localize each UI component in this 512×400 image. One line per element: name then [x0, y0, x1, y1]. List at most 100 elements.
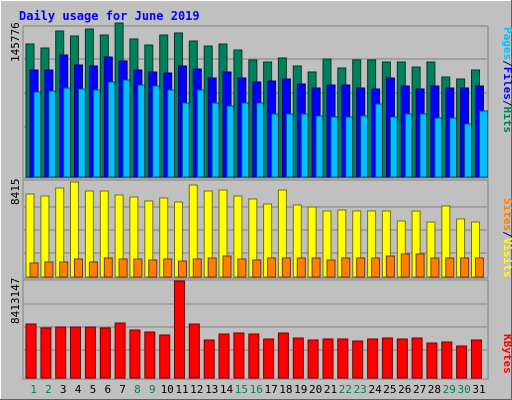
bar-kbytes-day-31 [471, 339, 482, 379]
bar-sites-day-11 [178, 260, 187, 278]
day-label-31: 31 [472, 383, 485, 396]
bar-kbytes-day-25 [381, 337, 393, 379]
day-label-6: 6 [104, 383, 111, 396]
bar-sites-day-20 [311, 257, 321, 278]
panel-bottom: 8413147 KBytes [9, 278, 512, 380]
bar-kbytes-day-28 [426, 342, 438, 379]
bar-sites-day-14 [222, 255, 232, 278]
day-label-12: 12 [190, 383, 203, 396]
bar-sites-day-15 [237, 258, 247, 278]
bar-sites-day-5 [88, 261, 98, 278]
day-label-3: 3 [60, 383, 67, 396]
bar-sites-day-19 [296, 257, 306, 278]
bar-sites-day-8 [133, 258, 143, 278]
bar-kbytes-day-19 [292, 337, 304, 379]
legend-visits: Visits [501, 238, 512, 278]
bar-kbytes-day-11 [174, 280, 185, 379]
legend-files: Files [501, 67, 512, 100]
day-label-28: 28 [428, 383, 441, 396]
bar-sites-day-9 [148, 259, 158, 278]
bar-sites-day-6 [103, 257, 113, 278]
day-label-30: 30 [457, 383, 470, 396]
bar-kbytes-day-14 [218, 333, 230, 379]
day-label-11: 11 [175, 383, 188, 396]
bar-kbytes-day-20 [307, 339, 319, 379]
panel-middle-max-label: 8415 [9, 179, 22, 206]
bar-pages-day-31 [479, 110, 488, 178]
legend-separator: / [501, 100, 512, 107]
day-label-2: 2 [45, 383, 52, 396]
bar-sites-day-13 [207, 257, 217, 278]
day-label-10: 10 [161, 383, 174, 396]
bar-kbytes-day-12 [188, 323, 200, 379]
bar-kbytes-day-16 [248, 333, 260, 379]
bar-kbytes-day-4 [70, 326, 81, 379]
day-label-1: 1 [30, 383, 37, 396]
legend-separator: / [501, 60, 512, 67]
bar-kbytes-day-9 [144, 331, 156, 379]
day-label-14: 14 [220, 383, 234, 396]
bar-kbytes-day-22 [337, 338, 349, 379]
day-label-20: 20 [309, 383, 322, 396]
day-label-21: 21 [324, 383, 337, 396]
day-label-5: 5 [90, 383, 97, 396]
panel-top-max-label: 145776 [9, 22, 22, 62]
bar-sites-day-21 [326, 259, 336, 278]
panel-bottom-max-label: 8413147 [9, 278, 22, 324]
bar-sites-day-1 [29, 262, 39, 278]
day-label-13: 13 [205, 383, 218, 396]
bar-kbytes-day-6 [99, 327, 111, 379]
day-label-25: 25 [383, 383, 396, 396]
bar-kbytes-day-27 [411, 337, 423, 379]
bar-sites-day-18 [281, 257, 291, 278]
day-label-16: 16 [250, 383, 263, 396]
day-label-27: 27 [413, 383, 426, 396]
chart-title: Daily usage for June 2019 [19, 9, 200, 23]
panel-top-bars [25, 22, 488, 178]
bar-kbytes-day-24 [367, 338, 379, 379]
bar-kbytes-day-30 [456, 345, 468, 379]
bar-kbytes-day-18 [277, 332, 289, 379]
day-label-9: 9 [149, 383, 156, 396]
bar-sites-day-26 [400, 253, 410, 278]
bar-kbytes-day-8 [129, 329, 141, 379]
bar-kbytes-day-29 [441, 341, 453, 379]
day-label-8: 8 [134, 383, 141, 396]
bar-kbytes-day-5 [84, 326, 96, 379]
bar-sites-day-16 [252, 259, 262, 278]
bar-kbytes-day-2 [40, 327, 52, 379]
bar-kbytes-day-15 [233, 332, 245, 379]
bar-kbytes-day-7 [114, 322, 126, 379]
panel-middle: 8415 Sites/Visits [9, 179, 512, 279]
bar-kbytes-day-23 [352, 340, 364, 379]
panel-top: 145776 Pages/Files/Hits [9, 22, 512, 179]
bar-sites-day-28 [430, 257, 440, 278]
day-label-29: 29 [443, 383, 456, 396]
day-label-26: 26 [398, 383, 411, 396]
bar-sites-day-27 [415, 253, 425, 278]
legend-sites: Sites [501, 198, 512, 231]
bar-kbytes-day-26 [396, 338, 408, 379]
bar-sites-day-3 [59, 261, 69, 278]
bar-kbytes-day-21 [322, 338, 334, 379]
bar-sites-day-22 [341, 257, 351, 278]
day-label-7: 7 [119, 383, 126, 396]
day-label-19: 19 [294, 383, 307, 396]
bar-sites-day-17 [267, 257, 277, 278]
x-axis-day-labels: 1 2 3 4 5 6 7 8 9 10 11 12 13 14 15 16 17 18 19 20 21 22 23 24 2… [30, 383, 485, 396]
day-label-15: 15 [235, 383, 248, 396]
bar-sites-day-7 [118, 258, 128, 278]
bar-kbytes-day-1 [25, 323, 37, 379]
bar-sites-day-2 [44, 261, 54, 278]
bar-sites-day-30 [460, 257, 470, 278]
bar-sites-day-31 [475, 257, 484, 278]
day-label-22: 22 [339, 383, 352, 396]
legend-kbytes: KBytes [501, 334, 512, 374]
bar-sites-day-23 [356, 257, 366, 278]
bar-sites-day-24 [371, 257, 381, 278]
bar-sites-day-25 [385, 255, 395, 278]
bar-kbytes-day-10 [159, 334, 171, 379]
day-label-4: 4 [75, 383, 82, 396]
legend-pages: Pages [501, 27, 512, 60]
